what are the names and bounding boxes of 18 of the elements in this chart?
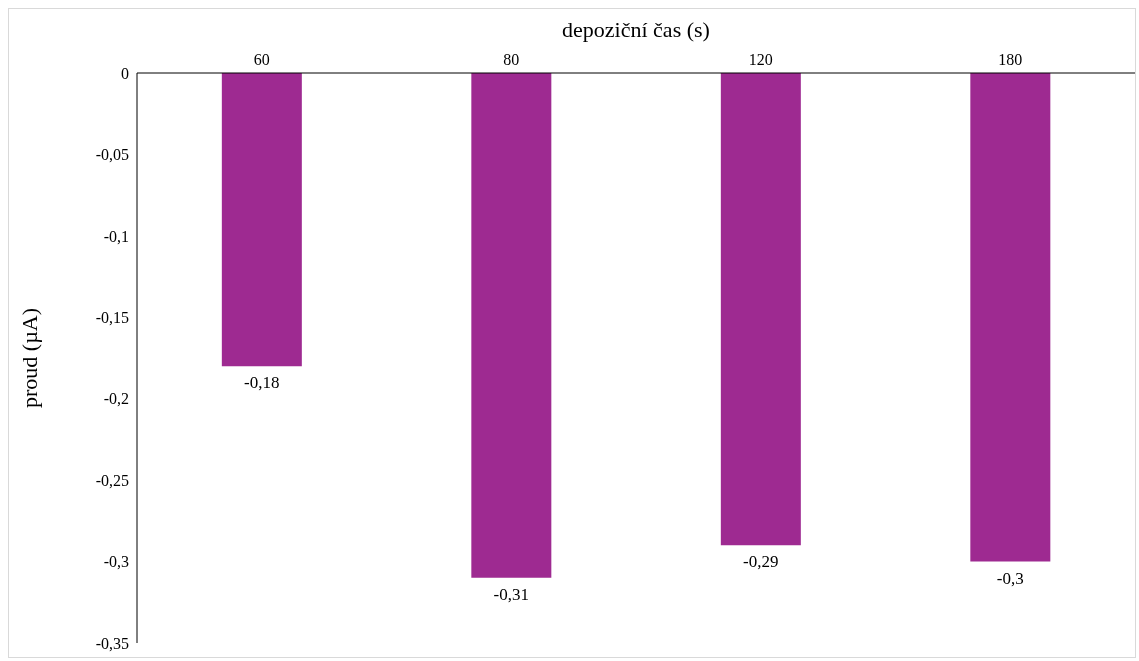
x-axis-title: depoziční čas (s) [562, 16, 710, 42]
x-tick-label: 120 [748, 51, 773, 68]
data-label: -0,29 [743, 552, 779, 572]
y-tick-label: -0,3 [103, 553, 129, 571]
y-tick-label: -0,15 [95, 308, 129, 326]
y-axis-title: proud (µA) [16, 307, 42, 409]
data-label: -0,31 [493, 584, 530, 604]
y-tick-label: -0,1 [103, 227, 129, 245]
y-tick-label: -0,05 [95, 146, 129, 164]
x-tick-label: 80 [503, 51, 520, 68]
y-tick-label: -0,2 [103, 390, 129, 408]
data-label: -0,3 [996, 568, 1024, 588]
y-tick-label: -0,35 [95, 634, 129, 652]
data-label: -0,18 [244, 373, 280, 393]
y-tick-label: 0 [121, 64, 129, 82]
y-tick-label: -0,25 [95, 471, 129, 489]
x-tick-label: 180 [998, 51, 1023, 68]
x-tick-label: 60 [253, 51, 270, 68]
